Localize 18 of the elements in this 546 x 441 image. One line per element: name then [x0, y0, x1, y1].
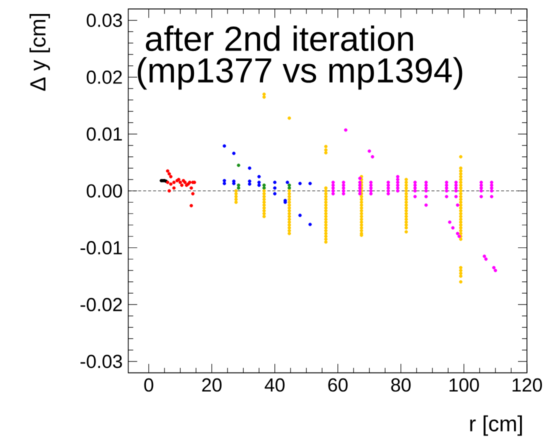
y-axis-title: Δ y [cm] — [30, 14, 50, 91]
x-tick-label: 20 — [202, 378, 222, 392]
chart-title: after 2nd iteration — [146, 25, 413, 51]
x-axis-title: r [cm] — [470, 415, 522, 436]
x-tick-label: 40 — [264, 378, 285, 392]
x-tick-label: 120 — [512, 378, 542, 392]
x-tick-label: 80 — [391, 378, 411, 392]
y-tick-label: 0.00 — [86, 184, 122, 198]
y-tick-label: 0.02 — [86, 70, 122, 84]
y-tick-label: 0.03 — [86, 13, 122, 27]
x-tick-label: 0 — [144, 378, 154, 392]
x-tick-label: 60 — [328, 378, 348, 392]
text: (mp1377 vs mp1394) — [138, 56, 462, 90]
y-tick-label: -0.01 — [80, 240, 122, 254]
y-tick-label: -0.02 — [80, 298, 122, 312]
y-tick-label: 0.01 — [86, 127, 122, 141]
x-tick-label: 100 — [450, 378, 479, 392]
y-tick-label: -0.03 — [80, 354, 122, 368]
